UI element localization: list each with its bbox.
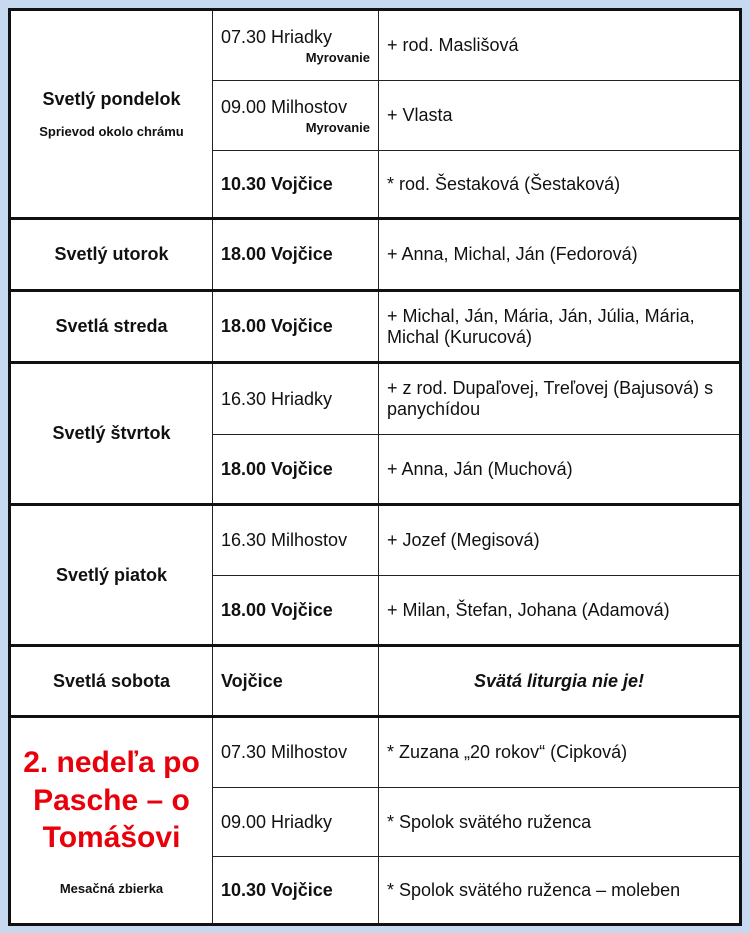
time-place: 09.00 Hriadky <box>212 787 379 857</box>
day-name: Svetlý pondelok <box>42 89 181 109</box>
time-place: 10.30 Vojčice <box>212 150 379 219</box>
time-place: 07.30 Hriadky Myrovanie <box>212 8 379 81</box>
intention: + rod. Maslišová <box>378 8 741 81</box>
intention: + Milan, Štefan, Johana (Adamová) <box>378 575 741 646</box>
schedule-row: 09.00 Milhostov Myrovanie + Vlasta <box>10 80 741 151</box>
schedule-row: 2. nedeľa po Pasche – o Tomášovi Mesačná … <box>9 715 741 925</box>
schedule-row: 18.00 Vojčice + Anna, Ján (Muchová) <box>10 434 741 505</box>
day-name: Svetlá streda <box>9 289 213 363</box>
time-place: 16.30 Milhostov <box>212 503 379 576</box>
time-text: 07.30 Hriadky <box>221 26 333 47</box>
intention: * rod. Šestaková (Šestaková) <box>378 150 741 219</box>
intention: + Vlasta <box>378 80 741 151</box>
intention: + Anna, Michal, Ján (Fedorová) <box>378 217 741 291</box>
time-place: 09.00 Milhostov Myrovanie <box>212 80 379 151</box>
day-note: Mesačná zbierka <box>59 880 164 896</box>
schedule-row: Svetlý štvrtok 16.30 Hriadky + z rod. Du… <box>9 361 741 505</box>
time-place: 16.30 Hriadky <box>212 361 379 435</box>
day-name: Svetlá sobota <box>9 644 213 717</box>
schedule-row: Svetlý utorok 18.00 Vojčice + Anna, Mich… <box>9 217 741 291</box>
schedule-row: Svetlá sobota Vojčice Svätá liturgia nie… <box>9 644 741 717</box>
schedule-row: 18.00 Vojčice + Milan, Štefan, Johana (A… <box>10 575 741 646</box>
schedule-row: Svetlý piatok 16.30 Milhostov + Jozef (M… <box>9 503 741 646</box>
intention: + z rod. Dupaľovej, Treľovej (Bajusová) … <box>378 361 741 435</box>
intention: + Michal, Ján, Mária, Ján, Júlia, Mária,… <box>378 289 741 363</box>
schedule-row: Svetlý pondelok Sprievod okolo chrámu 07.… <box>9 8 741 219</box>
time-note: Myrovanie <box>305 49 370 65</box>
day-name: Svetlý piatok <box>9 503 213 646</box>
time-note: Myrovanie <box>305 119 370 135</box>
intention: * Spolok svätého ruženca <box>378 787 741 857</box>
time-place: 18.00 Vojčice <box>212 434 379 505</box>
day-cell: Svetlý pondelok Sprievod okolo chrámu <box>9 8 213 219</box>
time-place: 18.00 Vojčice <box>212 575 379 646</box>
feast-title: 2. nedeľa po Pasche – o Tomášovi <box>23 746 200 855</box>
day-name: Svetlý štvrtok <box>9 361 213 505</box>
day-note: Sprievod okolo chrámu <box>39 124 184 139</box>
intention: * Spolok svätého ruženca – moleben <box>378 856 741 925</box>
time-place: 18.00 Vojčice <box>212 217 379 291</box>
intention: + Jozef (Megisová) <box>378 503 741 576</box>
time-text: 09.00 Milhostov <box>221 96 348 117</box>
feast-cell: 2. nedeľa po Pasche – o Tomášovi Mesačná … <box>9 715 213 925</box>
schedule-row: Svetlá streda 18.00 Vojčice + Michal, Já… <box>9 289 741 363</box>
intention: Svätá liturgia nie je! <box>378 644 741 717</box>
day-name: Svetlý utorok <box>9 217 213 291</box>
schedule-row: 10.30 Vojčice * Spolok svätého ruženca –… <box>10 856 741 925</box>
time-place: 18.00 Vojčice <box>212 289 379 363</box>
intention: + Anna, Ján (Muchová) <box>378 434 741 505</box>
time-place: 10.30 Vojčice <box>212 856 379 925</box>
time-place: Vojčice <box>212 644 379 717</box>
liturgy-schedule-table: Svetlý pondelok Sprievod okolo chrámu 07.… <box>8 8 742 926</box>
schedule-row: 10.30 Vojčice * rod. Šestaková (Šestakov… <box>10 150 741 219</box>
intention: * Zuzana „20 rokov“ (Cipková) <box>378 715 741 788</box>
time-place: 07.30 Milhostov <box>212 715 379 788</box>
